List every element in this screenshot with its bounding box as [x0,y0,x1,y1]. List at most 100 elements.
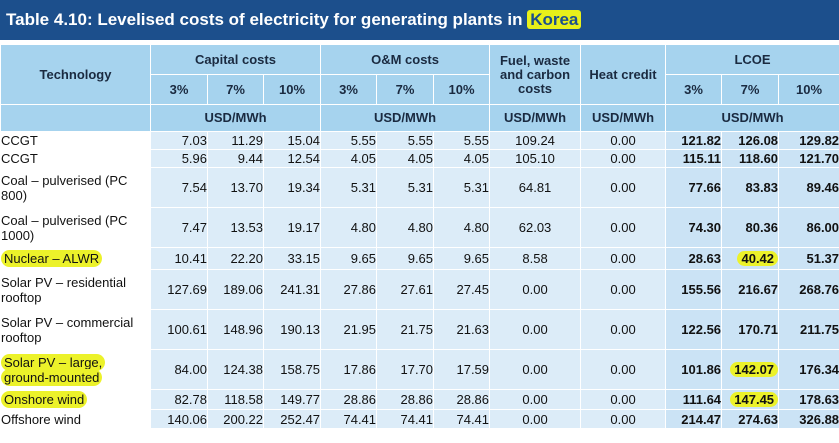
capital-3-cell: 82.78 [150,389,208,410]
lcoe-table: Technology Capital costs O&M costs Fuel,… [0,44,839,429]
technology-header: Technology [0,44,151,105]
capital-3-cell: 7.47 [150,207,208,248]
om-3-cell: 28.86 [320,389,378,410]
title-country-highlight: Korea [527,10,582,29]
om-10-cell: 4.05 [433,149,491,168]
capital-3-cell: 140.06 [150,409,208,429]
lcoe-rate-3: 3% [665,74,723,105]
lcoe-3-cell: 28.63 [665,247,723,270]
lcoe-3-cell: 121.82 [665,131,723,150]
lcoe-7-cell: 147.45 [721,389,780,410]
om-rate-10: 10% [433,74,491,105]
lcoe-3-cell: 122.56 [665,309,723,350]
om-10-cell: 28.86 [433,389,491,410]
capital-7-cell: 13.53 [207,207,264,248]
lcoe-10-cell: 89.46 [778,167,839,208]
technology-cell: Coal – pulverised (PC 1000) [0,207,151,248]
heat-cell: 0.00 [580,269,667,310]
technology-cell: Solar PV – residential rooftop [0,269,151,310]
lcoe-7-cell: 274.63 [721,409,780,429]
capital-10-cell: 33.15 [262,247,322,270]
table-row: Coal – pulverised (PC 800) 7.54 13.70 19… [0,167,839,208]
fuel-cell: 0.00 [489,349,582,390]
om-7-cell: 21.75 [376,309,435,350]
heat-cell: 0.00 [580,389,667,410]
capital-10-cell: 241.31 [262,269,322,310]
capital-rate-10: 10% [262,74,322,105]
table-row: Coal – pulverised (PC 1000) 7.47 13.53 1… [0,207,839,248]
technology-cell: Solar PV – large, ground-mounted [0,349,151,390]
om-10-cell: 5.31 [433,167,491,208]
technology-highlight: Solar PV – large, ground-mounted [1,353,106,386]
om-3-cell: 4.05 [320,149,378,168]
capital-7-cell: 189.06 [207,269,264,310]
capital-10-cell: 149.77 [262,389,322,410]
lcoe-10-cell: 326.88 [778,409,839,429]
lcoe-3-cell: 155.56 [665,269,723,310]
capital-3-cell: 10.41 [150,247,208,270]
om-3-cell: 4.80 [320,207,378,248]
title-text: Table 4.10: Levelised costs of electrici… [6,10,528,29]
technology-cell: Onshore wind [0,389,151,410]
fuel-cell: 64.81 [489,167,582,208]
om-3-cell: 5.31 [320,167,378,208]
table-body: CCGT 7.03 11.29 15.04 5.55 5.55 5.55 109… [0,131,839,429]
lcoe-3-cell: 101.86 [665,349,723,390]
lcoe-3-cell: 214.47 [665,409,723,429]
technology-unit-blank [0,104,151,132]
om-3-cell: 27.86 [320,269,378,310]
heat-cell: 0.00 [580,409,667,429]
lcoe-10-cell: 51.37 [778,247,839,270]
capital-10-cell: 12.54 [262,149,322,168]
technology-cell: Offshore wind [0,409,151,429]
table-row: CCGT 5.96 9.44 12.54 4.05 4.05 4.05 105.… [0,149,839,168]
heat-cell: 0.00 [580,309,667,350]
om-7-cell: 5.31 [376,167,435,208]
table-row: Solar PV – large, ground-mounted 84.00 1… [0,349,839,390]
lcoe-10-cell: 176.34 [778,349,839,390]
lcoe-7-highlight: 147.45 [730,392,778,407]
lcoe-10-cell: 268.76 [778,269,839,310]
om-10-cell: 17.59 [433,349,491,390]
lcoe-7-cell: 216.67 [721,269,780,310]
lcoe-header: LCOE [665,44,839,75]
lcoe-7-highlight: 40.42 [737,251,778,266]
om-3-cell: 21.95 [320,309,378,350]
capital-10-cell: 252.47 [262,409,322,429]
capital-7-cell: 22.20 [207,247,264,270]
fuel-cell: 0.00 [489,269,582,310]
capital-unit: USD/MWh [149,104,322,132]
capital-3-cell: 5.96 [150,149,208,168]
om-unit: USD/MWh [320,104,491,132]
om-3-cell: 5.55 [320,131,378,150]
capital-3-cell: 100.61 [150,309,208,350]
heat-cell: 0.00 [580,149,667,168]
capital-10-cell: 158.75 [262,349,322,390]
heat-cell: 0.00 [580,207,667,248]
table-header: Technology Capital costs O&M costs Fuel,… [0,44,839,132]
capital-7-cell: 148.96 [207,309,264,350]
heat-cell: 0.00 [580,167,667,208]
technology-cell: Nuclear – ALWR [0,247,151,270]
lcoe-3-cell: 111.64 [665,389,723,410]
capital-3-cell: 127.69 [150,269,208,310]
lcoe-unit: USD/MWh [665,104,839,132]
heat-cell: 0.00 [580,247,667,270]
capital-7-cell: 200.22 [207,409,264,429]
om-rate-3: 3% [320,74,378,105]
lcoe-7-cell: 170.71 [721,309,780,350]
capital-7-cell: 11.29 [207,131,264,150]
om-7-cell: 9.65 [376,247,435,270]
lcoe-rate-10: 10% [778,74,839,105]
capital-rate-3: 3% [150,74,208,105]
om-3-cell: 17.86 [320,349,378,390]
om-10-cell: 74.41 [433,409,491,429]
om-10-cell: 5.55 [433,131,491,150]
technology-cell: Solar PV – commercial rooftop [0,309,151,350]
table-row: Nuclear – ALWR 10.41 22.20 33.15 9.65 9.… [0,247,839,270]
fuel-cell: 8.58 [489,247,582,270]
table-row: CCGT 7.03 11.29 15.04 5.55 5.55 5.55 109… [0,131,839,150]
capital-10-cell: 15.04 [262,131,322,150]
fuel-costs-header: Fuel, waste and carbon costs [489,44,582,105]
table-title: Table 4.10: Levelised costs of electrici… [0,0,839,40]
